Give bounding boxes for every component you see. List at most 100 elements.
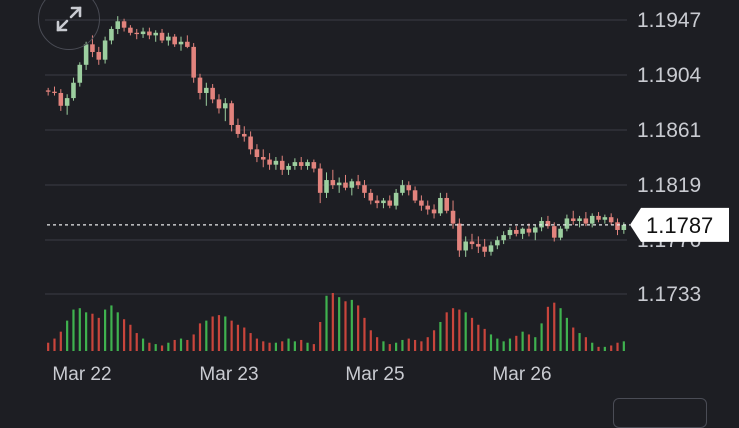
volume-bar: [508, 338, 512, 351]
candle-body: [343, 182, 348, 188]
candle-body: [223, 103, 228, 109]
candle-body: [317, 168, 323, 193]
volume-bar: [78, 308, 81, 351]
candle-body: [83, 44, 89, 65]
volume-bar: [357, 305, 360, 351]
volume-bars: [47, 293, 625, 351]
bottom-right-button[interactable]: [613, 398, 707, 428]
volume-bar: [489, 334, 493, 351]
volume-bar: [610, 345, 613, 351]
candle-body: [254, 149, 260, 157]
y-tick-label: 1.1861: [637, 119, 701, 142]
volume-bar: [451, 308, 455, 351]
candle-body: [191, 46, 196, 78]
candle-body: [596, 215, 601, 220]
candle-body: [248, 136, 253, 150]
volume-bar: [420, 341, 423, 351]
x-tick-label: Mar 22: [52, 364, 111, 385]
candle-body: [621, 224, 627, 230]
volume-bar: [224, 316, 227, 351]
volume-bar: [401, 339, 404, 351]
candle-body: [520, 228, 525, 234]
candle-body: [495, 240, 500, 246]
candle-body: [374, 200, 380, 204]
candle-body: [121, 21, 127, 28]
candle-body: [583, 218, 589, 224]
volume-bar: [344, 301, 347, 351]
volume-bar: [236, 324, 240, 351]
volume-bar: [300, 339, 303, 351]
volume-bar: [338, 297, 341, 351]
volume-bar: [534, 337, 537, 351]
candle-body: [90, 44, 95, 53]
volume-bar: [369, 330, 372, 351]
volume-bar: [268, 342, 271, 351]
volume-bar: [597, 346, 600, 351]
candle-body: [362, 185, 367, 193]
x-tick-label: Mar 26: [492, 364, 551, 385]
candle-body: [488, 245, 494, 252]
candle-body: [444, 197, 449, 211]
candle-body: [166, 36, 171, 41]
volume-bar: [382, 341, 385, 351]
candle-body: [128, 27, 133, 33]
current-price-label: 1.1787: [646, 213, 713, 238]
volume-bar: [527, 334, 531, 351]
candle-body: [64, 98, 70, 106]
candle-body: [514, 229, 519, 234]
volume-bar: [262, 341, 265, 351]
candle-body: [96, 52, 102, 60]
volume-bar: [255, 338, 259, 351]
candle-body: [77, 64, 83, 83]
volume-bar: [553, 302, 556, 351]
candle-body: [241, 133, 247, 137]
candle-body: [273, 160, 279, 165]
candle-body: [400, 185, 405, 193]
candle-body: [387, 200, 393, 206]
volume-bar: [432, 330, 436, 351]
candle-body: [185, 41, 190, 47]
volume-bar: [458, 309, 461, 351]
volume-bar: [249, 333, 252, 351]
candle-body: [286, 165, 291, 170]
volume-bar: [616, 342, 619, 351]
grid-lines: [45, 19, 627, 295]
volume-bar: [217, 315, 221, 351]
candle-body: [349, 181, 355, 188]
candle-body: [526, 228, 532, 233]
candle-body: [532, 227, 538, 233]
candle-body: [292, 162, 298, 166]
candle-body: [298, 162, 304, 166]
volume-bar: [445, 312, 448, 351]
volume-bar: [483, 328, 486, 351]
candle-body: [564, 218, 570, 229]
volume-bar: [502, 341, 505, 351]
candle-body: [507, 229, 513, 236]
candle-body: [577, 218, 582, 222]
volume-bar: [350, 299, 353, 351]
volume-bar: [515, 335, 518, 351]
volume-bar: [565, 317, 569, 351]
candle-body: [545, 221, 551, 227]
volume-bar: [53, 338, 56, 351]
candle-body: [172, 36, 177, 45]
current-price-tag: [630, 207, 729, 242]
candle-body: [589, 215, 595, 224]
candle-body: [178, 41, 184, 45]
volume-bar: [426, 337, 429, 351]
volume-bar: [47, 342, 50, 351]
volume-bar: [578, 333, 581, 351]
volume-bar: [116, 312, 119, 351]
candle-body: [602, 217, 608, 220]
volume-bar: [591, 342, 594, 351]
volume-bar: [110, 305, 113, 351]
volume-bar: [72, 309, 75, 351]
volume-bar: [135, 333, 138, 351]
candle-body: [355, 181, 361, 186]
candle-body: [102, 40, 108, 60]
volume-bar: [388, 344, 391, 351]
current-price-marker: 1.1787: [47, 207, 729, 242]
y-tick-label: 1.1947: [637, 9, 701, 32]
